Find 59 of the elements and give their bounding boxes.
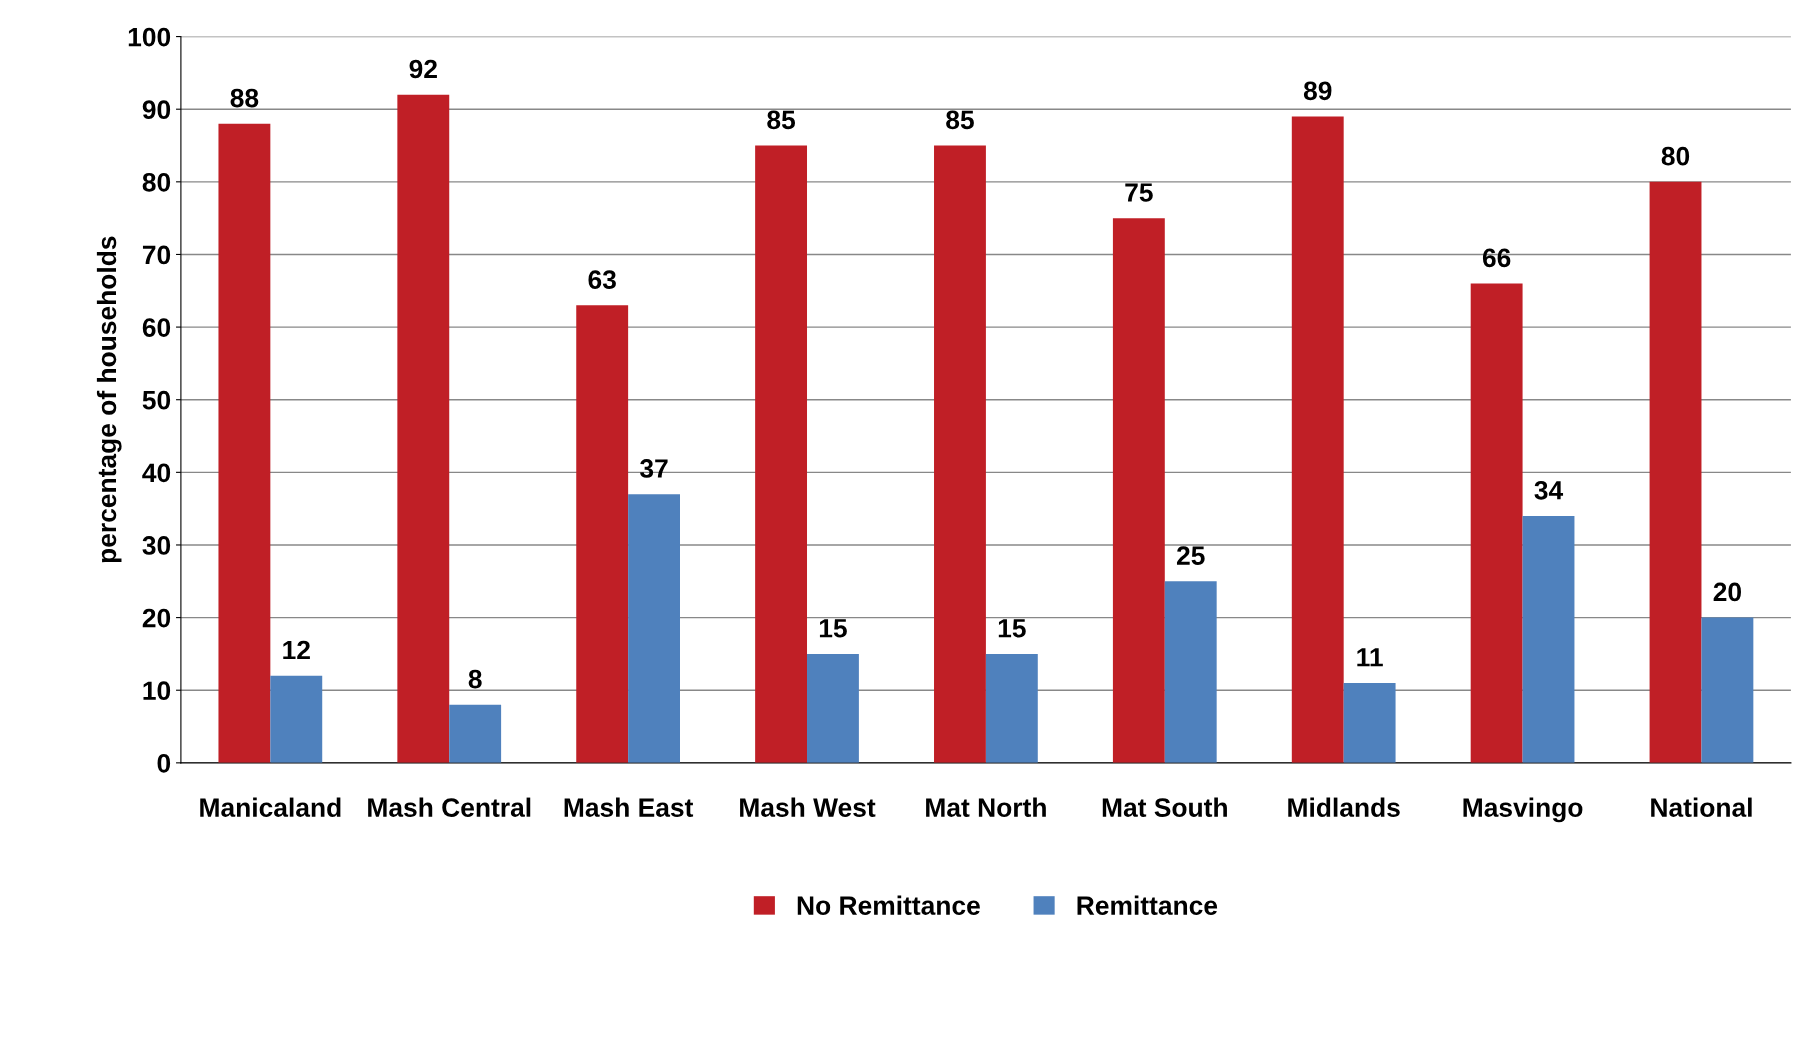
data-label: 66 xyxy=(1482,248,1511,268)
bar xyxy=(1649,181,1702,763)
bar xyxy=(576,305,629,763)
x-tick-label: Midlands xyxy=(1288,797,1400,817)
y-tick-label: 60 xyxy=(142,318,171,337)
y-tick-label: 10 xyxy=(143,681,171,701)
bar xyxy=(628,494,680,763)
y-tick-label: 100 xyxy=(128,27,171,47)
data-label: 85 xyxy=(767,110,796,130)
x-tick-label: National xyxy=(1651,797,1752,817)
bar xyxy=(1701,617,1754,763)
x-tick-label: Masvingo xyxy=(1463,797,1583,823)
data-label: 8 xyxy=(468,669,482,689)
data-label: 63 xyxy=(588,270,616,290)
bar xyxy=(270,675,323,763)
y-tick-label: 50 xyxy=(142,390,171,410)
bar xyxy=(218,123,271,763)
data-label: 34 xyxy=(1534,480,1564,500)
data-label: 25 xyxy=(1176,546,1205,565)
data-label: 88 xyxy=(230,88,259,108)
bar xyxy=(755,145,808,763)
bar xyxy=(934,145,986,763)
y-tick-label: 0 xyxy=(157,753,171,773)
x-tick-label: Mash East xyxy=(564,797,694,817)
data-label: 12 xyxy=(283,640,310,660)
data-label: 37 xyxy=(640,459,668,478)
x-tick-label: Manicaland xyxy=(200,797,341,817)
x-tick-label: Mat South xyxy=(1102,797,1227,817)
y-tick-label: 30 xyxy=(142,536,171,555)
bar xyxy=(1343,682,1396,763)
legend-label: Remittance xyxy=(1077,895,1218,915)
bar xyxy=(1112,218,1165,763)
bar xyxy=(807,653,859,763)
y-tick-label: 70 xyxy=(142,245,171,265)
bar xyxy=(1522,515,1575,763)
y-tick-label: 20 xyxy=(142,608,171,628)
y-tick-label: 40 xyxy=(142,463,171,483)
data-label: 85 xyxy=(946,110,974,130)
y-tick-label: 80 xyxy=(142,172,171,192)
data-label: 92 xyxy=(409,59,437,79)
bar xyxy=(985,653,1038,763)
bar xyxy=(1164,581,1217,763)
legend-label: No Remittance xyxy=(797,895,980,915)
data-label: 89 xyxy=(1303,81,1332,101)
bar xyxy=(397,94,450,763)
data-label: 15 xyxy=(998,619,1026,638)
y-axis-title: percentage of households xyxy=(96,236,122,563)
data-label: 80 xyxy=(1661,146,1690,166)
x-tick-label: Mat North xyxy=(926,797,1046,817)
bar xyxy=(449,704,502,763)
data-label: 20 xyxy=(1713,582,1741,602)
data-label: 75 xyxy=(1125,183,1153,202)
x-tick-label: Mash Central xyxy=(368,797,531,817)
bar xyxy=(1470,283,1523,763)
bar xyxy=(1291,116,1344,763)
x-tick-label: Mash West xyxy=(740,797,876,817)
data-label: 11 xyxy=(1357,648,1383,667)
data-label: 15 xyxy=(819,619,847,638)
y-tick-label: 90 xyxy=(142,100,171,120)
